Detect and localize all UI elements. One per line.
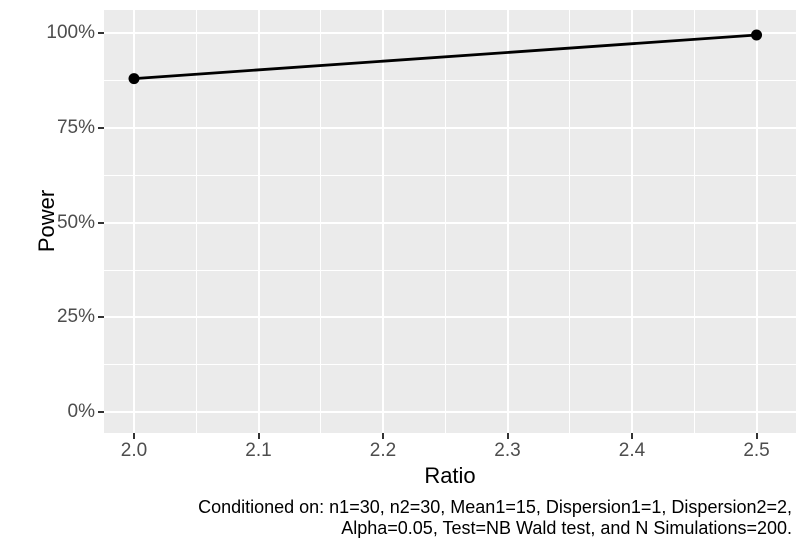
x-tick-label: 2.4 <box>618 440 646 461</box>
y-tick-mark <box>98 221 104 224</box>
x-grid-major <box>631 10 634 433</box>
x-tick-label: 2.1 <box>245 440 272 461</box>
y-tick-mark <box>98 316 104 319</box>
y-grid-major <box>104 32 796 35</box>
y-axis-title: Power <box>34 189 59 253</box>
y-grid-major <box>104 221 796 224</box>
y-tick-label: 0% <box>67 401 95 423</box>
y-grid-minor <box>104 364 796 366</box>
chart-caption: Conditioned on: n1=30, n2=30, Mean1=15, … <box>198 497 792 539</box>
y-tick-mark <box>98 32 104 35</box>
x-grid-major <box>257 10 260 433</box>
y-grid-major <box>104 316 796 319</box>
y-tick-label: 50% <box>56 211 95 233</box>
y-tick-label: 100% <box>46 22 95 44</box>
x-grid-major <box>133 10 135 433</box>
x-grid-major <box>755 10 758 433</box>
plot-panel <box>104 10 796 433</box>
x-tick-label: 2.0 <box>120 440 148 461</box>
x-axis-title: Ratio <box>424 463 476 488</box>
y-tick-label: 75% <box>56 116 95 138</box>
caption-line-1: Conditioned on: n1=30, n2=30, Mean1=15, … <box>198 497 792 517</box>
x-tick-label: 2.3 <box>494 440 521 461</box>
y-grid-minor <box>104 174 796 176</box>
x-grid-major <box>506 10 509 433</box>
x-grid-minor <box>195 10 197 433</box>
y-grid-minor <box>104 80 796 81</box>
x-tick-label: 2.5 <box>743 440 770 461</box>
x-grid-minor <box>569 10 571 433</box>
x-tick-mark <box>257 433 260 439</box>
x-grid-minor <box>320 10 322 433</box>
y-tick-mark <box>98 411 104 414</box>
y-grid-minor <box>104 269 796 271</box>
x-tick-mark <box>755 433 758 439</box>
x-tick-mark <box>506 433 509 439</box>
x-tick-mark <box>631 433 634 439</box>
y-tick-mark <box>98 126 104 129</box>
x-tick-mark <box>133 433 135 439</box>
x-grid-minor <box>444 10 446 433</box>
y-tick-label: 25% <box>56 306 95 328</box>
x-grid-major <box>382 10 385 433</box>
x-grid-minor <box>693 10 695 433</box>
y-grid-major <box>104 126 796 129</box>
caption-line-2: Alpha=0.05, Test=NB Wald test, and N Sim… <box>341 518 792 538</box>
x-tick-label: 2.2 <box>369 440 397 461</box>
y-grid-major <box>104 411 796 414</box>
x-tick-mark <box>382 433 385 439</box>
